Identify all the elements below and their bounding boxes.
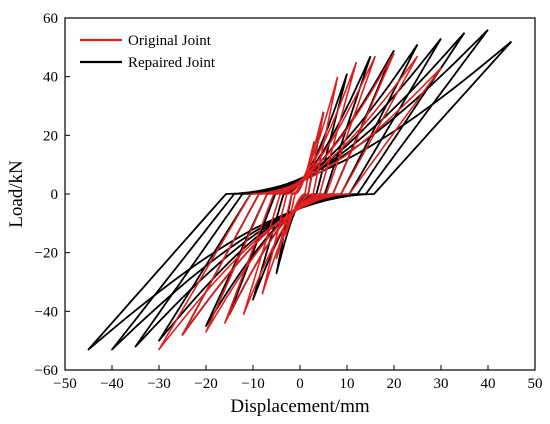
y-tick-label: −20 xyxy=(35,246,58,262)
series-0 xyxy=(158,52,442,351)
x-tick-label: −10 xyxy=(241,376,264,392)
y-tick-label: 60 xyxy=(43,11,58,27)
x-tick-label: 50 xyxy=(528,376,543,392)
legend: Original Joint Repaired Joint xyxy=(80,33,216,71)
x-tick-label: −40 xyxy=(100,376,123,392)
hysteresis-loop-1-8 xyxy=(87,40,513,351)
hysteresis-loop-0-7 xyxy=(158,67,442,351)
hysteresis-loop-0-5 xyxy=(205,52,395,333)
legend-label-1: Repaired Joint xyxy=(128,55,216,71)
x-tick-label: −20 xyxy=(194,376,217,392)
legend-label-0: Original Joint xyxy=(128,33,212,49)
curves-layer xyxy=(87,29,513,351)
y-axis-title: Load/kN xyxy=(6,160,27,228)
y-tick-label: −40 xyxy=(35,304,58,320)
x-axis-title: Displacement/mm xyxy=(230,396,370,417)
x-tick-label: −50 xyxy=(53,376,76,392)
x-tick-label: 40 xyxy=(481,376,496,392)
hysteresis-loop-0-6 xyxy=(181,55,419,336)
y-tick-label: −60 xyxy=(35,363,58,379)
y-tick-label: 40 xyxy=(43,70,58,86)
x-tick-label: 10 xyxy=(340,376,355,392)
x-tick-label: 20 xyxy=(387,376,402,392)
y-tick-label: 20 xyxy=(43,128,58,144)
y-tick-label: 0 xyxy=(51,187,59,203)
x-tick-label: 30 xyxy=(434,376,449,392)
axis-ticks: −50 −40 −30 −20 −10 0 10 20 30 40 50 −60 −40 −20 0 20 40… xyxy=(35,11,543,392)
x-tick-label: −30 xyxy=(147,376,170,392)
x-tick-label: 0 xyxy=(296,376,304,392)
